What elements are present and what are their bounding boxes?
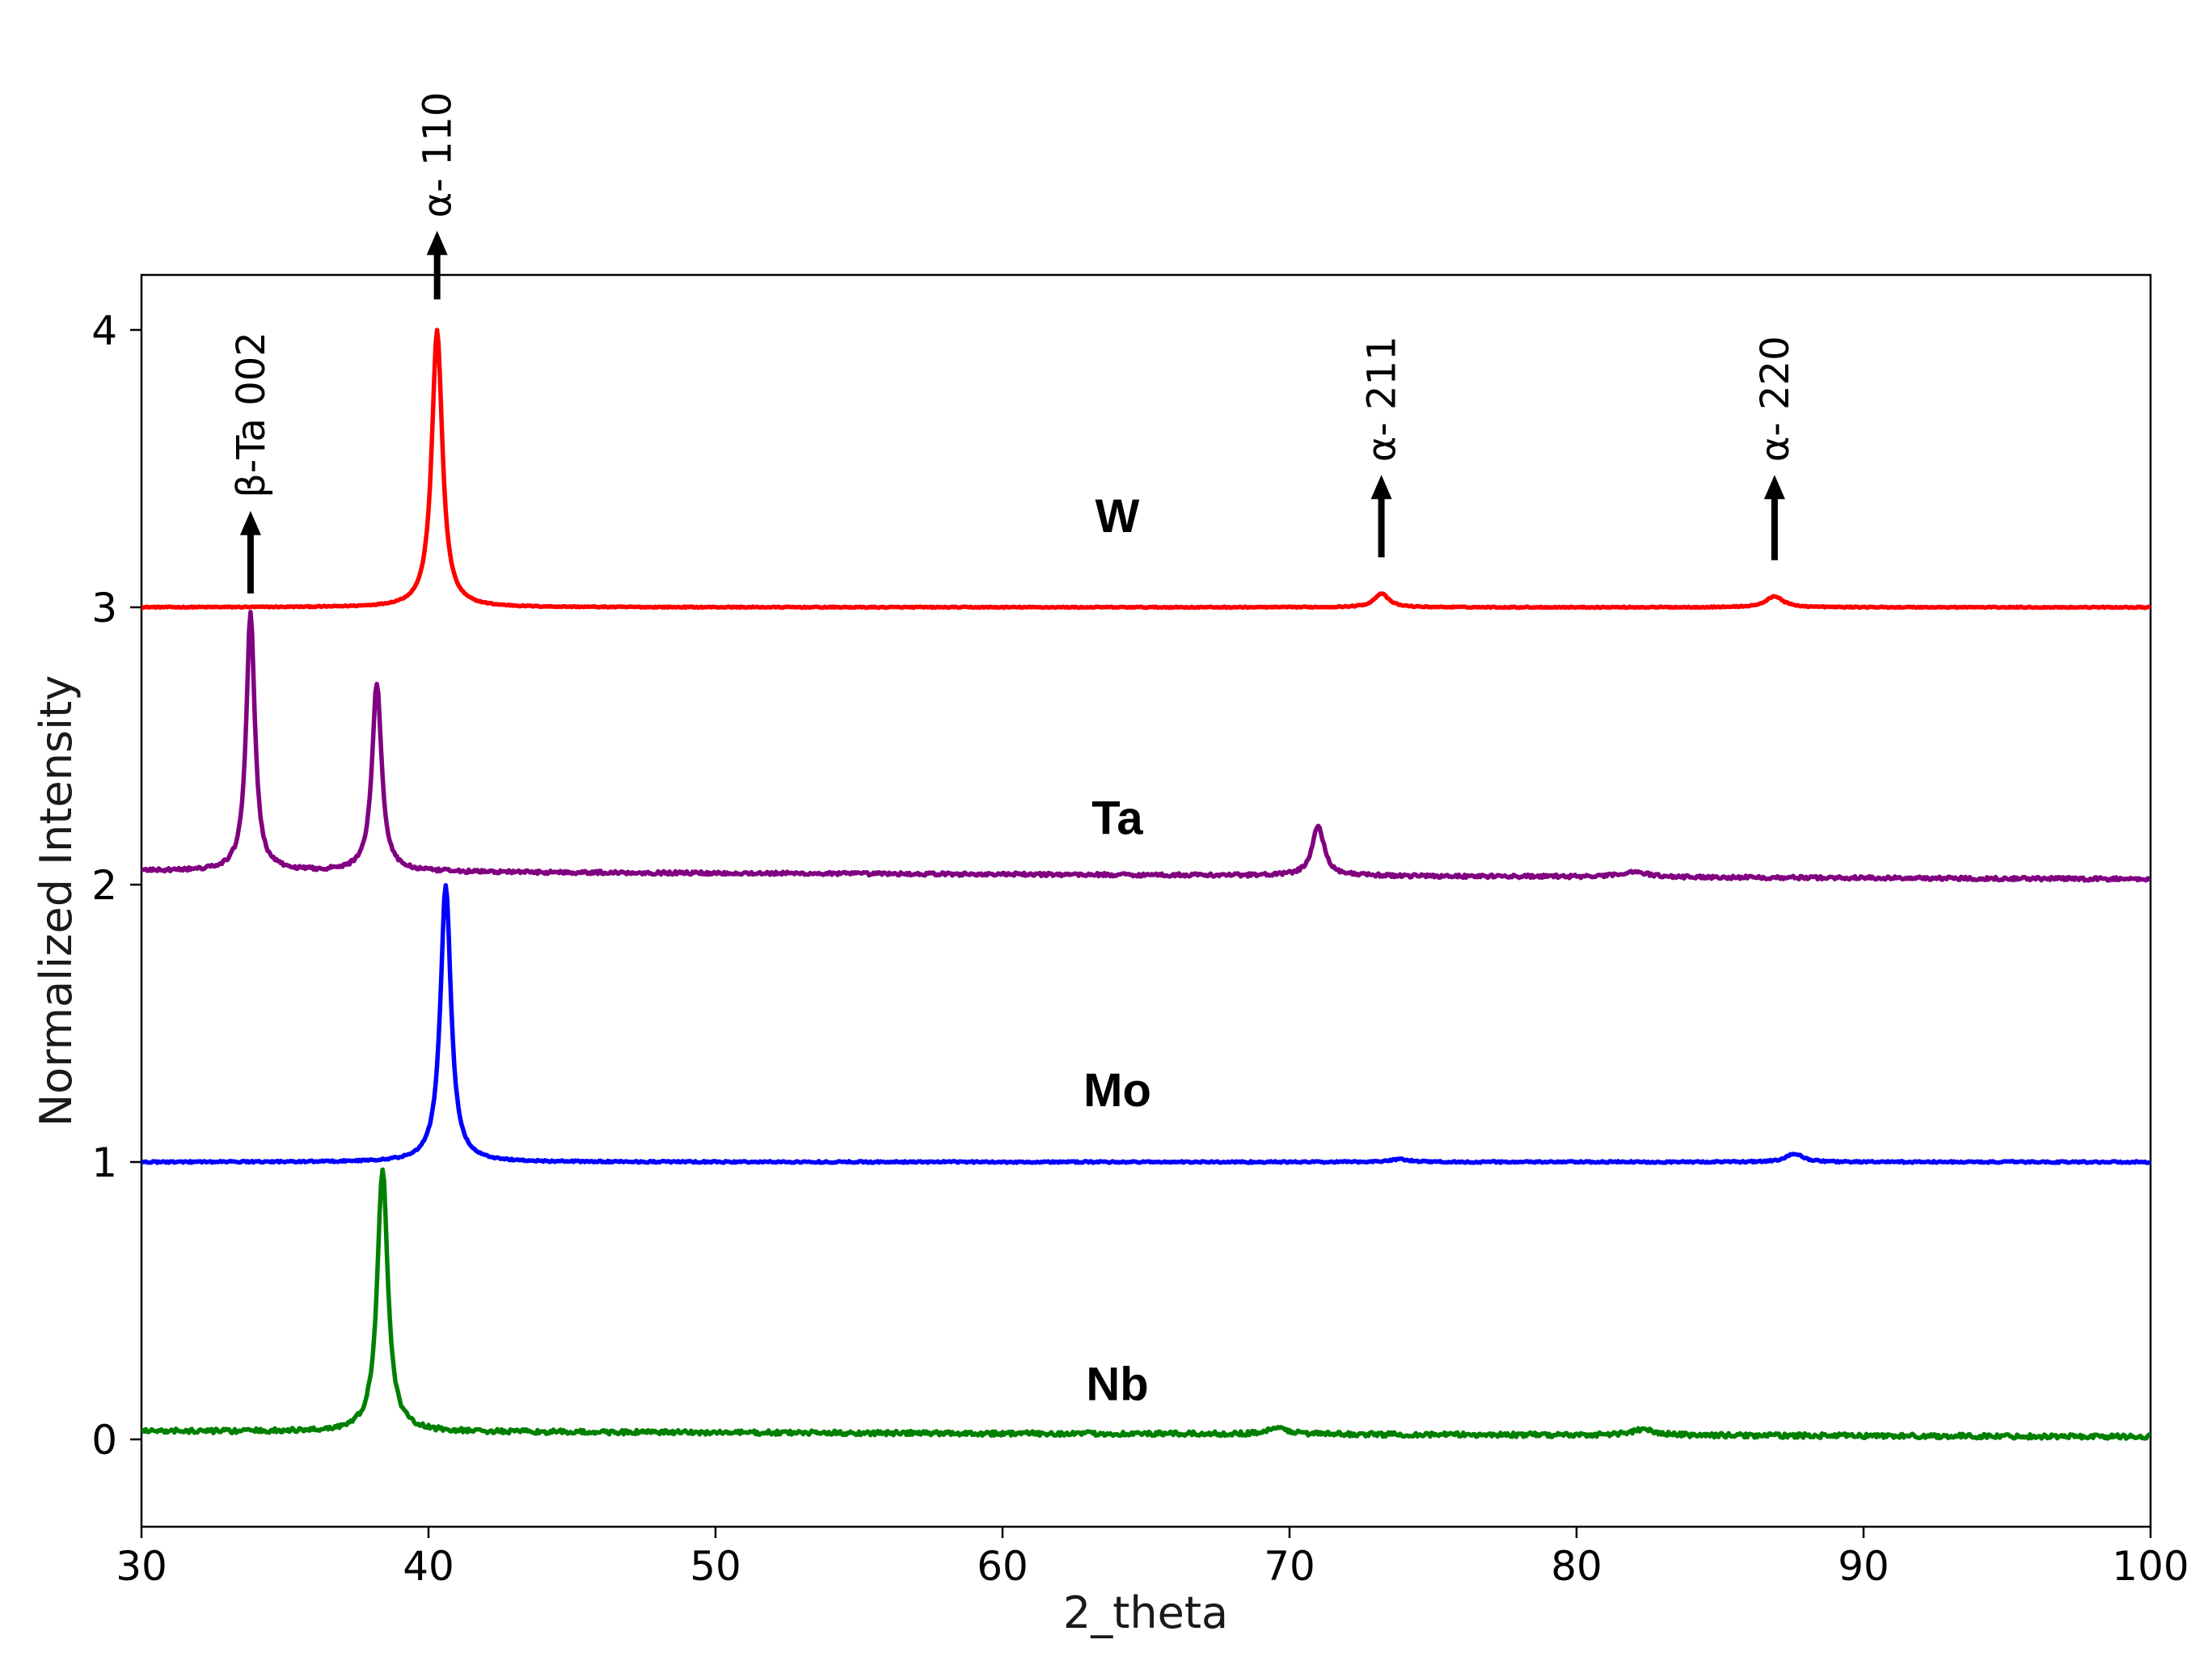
annotation-arrow-head xyxy=(1763,475,1785,500)
series-line-w xyxy=(141,328,2151,611)
y-tick-label: 3 xyxy=(91,585,117,632)
annotation-arrow-head xyxy=(426,230,448,256)
series-label-nb: Nb xyxy=(1086,1358,1148,1410)
x-tick-label: 50 xyxy=(690,1543,741,1590)
peak-annotation-label: β-Ta 002 xyxy=(229,332,274,498)
plot-area-frame xyxy=(140,273,2152,1528)
series-layer xyxy=(141,328,2151,1441)
y-tick-label: 0 xyxy=(91,1417,117,1464)
peak-annotations: α- 110 β-Ta 002 α- 211 α- 220 xyxy=(229,92,1798,594)
x-tick-label: 100 xyxy=(2112,1543,2189,1590)
x-tick-label: 40 xyxy=(403,1543,454,1590)
series-line-mo xyxy=(141,883,2151,1165)
y-tick-label: 2 xyxy=(91,862,117,909)
x-tick-label: 30 xyxy=(116,1543,167,1590)
annotation-arrow-head xyxy=(239,510,261,535)
y-tick-label: 4 xyxy=(91,307,117,354)
x-tick-label: 70 xyxy=(1264,1543,1315,1590)
peak-annotation-label: α- 110 xyxy=(416,92,461,218)
y-axis-ticks: 0 1 2 3 4 xyxy=(91,307,141,1464)
peak-annotation-label: α- 211 xyxy=(1360,336,1405,462)
x-axis-label: 2_theta xyxy=(1063,1587,1228,1638)
peak-annotation-label: α- 220 xyxy=(1753,336,1798,462)
x-axis-ticks: 30 40 50 60 70 80 90 100 xyxy=(116,1527,2189,1590)
series-label-w: W xyxy=(1095,490,1140,543)
series-label-ta: Ta xyxy=(1091,792,1143,845)
y-axis-label: Normalized Intensity xyxy=(31,675,82,1126)
x-tick-label: 90 xyxy=(1838,1543,1889,1590)
series-labels: W Ta Mo Nb xyxy=(1083,490,1151,1411)
x-tick-label: 80 xyxy=(1551,1543,1602,1590)
y-tick-label: 1 xyxy=(91,1139,117,1186)
series-label-mo: Mo xyxy=(1083,1064,1151,1117)
series-line-ta xyxy=(141,610,2151,883)
annotation-arrow-head xyxy=(1370,475,1392,500)
x-tick-label: 60 xyxy=(977,1543,1028,1590)
series-line-nb xyxy=(141,1167,2151,1441)
